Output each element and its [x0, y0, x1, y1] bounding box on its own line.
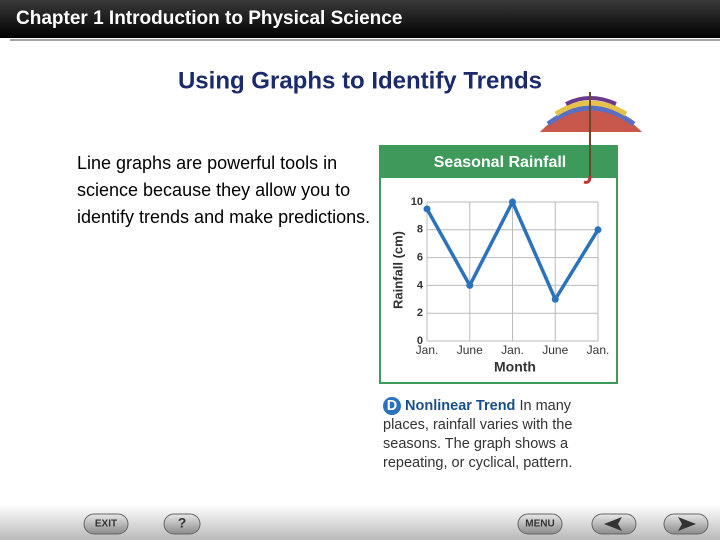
y-tick-label: 4 [417, 279, 424, 291]
chart: Seasonal Rainfall Rainfall (cm) Month 0 2… [379, 145, 618, 384]
menu-label: MENU [525, 519, 554, 530]
y-tick-label: 6 [417, 252, 423, 264]
x-tick-label: Jan. [416, 343, 439, 357]
data-point [423, 205, 431, 213]
caption: D Nonlinear Trend In many places, rainfa… [383, 397, 618, 473]
umbrella [540, 92, 642, 184]
caption-title: Nonlinear Trend [405, 398, 516, 414]
y-tick-label: 0 [417, 335, 423, 347]
slide-title: Using Graphs to Identify Trends [178, 67, 542, 94]
menu-button[interactable] [517, 513, 563, 535]
x-axis-label: Month [494, 359, 536, 375]
data-point [466, 281, 474, 289]
back-button[interactable] [591, 513, 637, 535]
y-tick-label: 10 [411, 196, 423, 208]
x-tick-label: Jan. [501, 343, 524, 357]
y-tick-label: 2 [417, 307, 423, 319]
caption-text: In many places, rainfall varies with the… [383, 398, 573, 471]
y-axis-label: Rainfall (cm) [390, 231, 405, 309]
data-point [594, 226, 602, 234]
data-point [509, 198, 516, 206]
data-point [551, 295, 559, 303]
x-tick-label: June [457, 343, 483, 357]
exit-button[interactable] [83, 513, 129, 535]
body-text: Line graphs are powerful tools in scienc… [77, 153, 371, 227]
x-tick-label: June [542, 343, 568, 357]
header-bar [0, 0, 720, 38]
help-button[interactable] [163, 513, 201, 535]
header-title: Chapter 1 Introduction to Physical Scien… [16, 8, 402, 29]
chart-title: Seasonal Rainfall [434, 154, 567, 171]
caption-badge: D [383, 397, 401, 415]
chart-title-bar [380, 146, 617, 178]
x-tick-label: Jan. [587, 343, 610, 357]
exit-label: EXIT [95, 519, 117, 530]
forward-button[interactable] [663, 513, 709, 535]
help-label: ? [178, 515, 187, 531]
y-tick-label: 8 [417, 224, 423, 236]
